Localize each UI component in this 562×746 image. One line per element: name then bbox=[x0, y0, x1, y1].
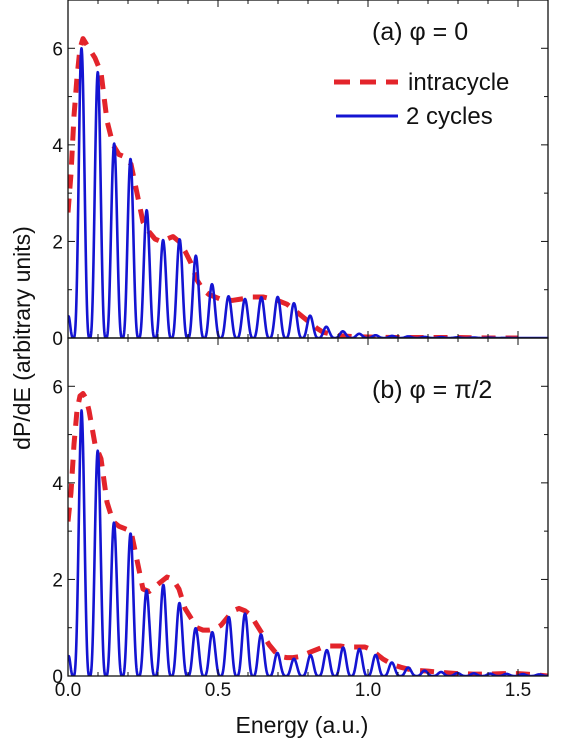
panel-b bbox=[67, 337, 549, 677]
y-tick-label: 4 bbox=[52, 136, 63, 157]
series-intracycle-line bbox=[68, 391, 548, 676]
legend-label-intracycle: intracycle bbox=[408, 69, 509, 96]
plot-area bbox=[68, 391, 548, 676]
panel-label: (a) φ = 0 bbox=[372, 18, 468, 46]
legend-label-two-cycles: 2 cycles bbox=[406, 103, 493, 130]
series-two-cycles-line bbox=[68, 409, 548, 676]
y-tick-label: 6 bbox=[52, 39, 63, 60]
panel-label: (b) φ = π/2 bbox=[372, 376, 492, 404]
y-tick-label: 2 bbox=[52, 232, 63, 253]
y-tick-label: 0 bbox=[52, 667, 63, 688]
x-tick-label: 0.0 bbox=[55, 680, 81, 701]
y-tick-label: 6 bbox=[52, 377, 63, 398]
x-tick-label: 1.5 bbox=[505, 680, 531, 701]
plot-frame bbox=[67, 0, 549, 339]
x-tick-label: 1.0 bbox=[355, 680, 381, 701]
legend bbox=[334, 79, 398, 118]
panel-a bbox=[67, 0, 549, 339]
x-tick-label: 0.5 bbox=[205, 680, 231, 701]
y-tick-label: 2 bbox=[52, 570, 63, 591]
y-tick-label: 0 bbox=[52, 329, 63, 350]
y-tick-label: 4 bbox=[52, 474, 63, 495]
x-axis-title: Energy (a.u.) bbox=[236, 712, 369, 738]
y-axis-title: dP/dE (arbitrary units) bbox=[9, 226, 35, 450]
